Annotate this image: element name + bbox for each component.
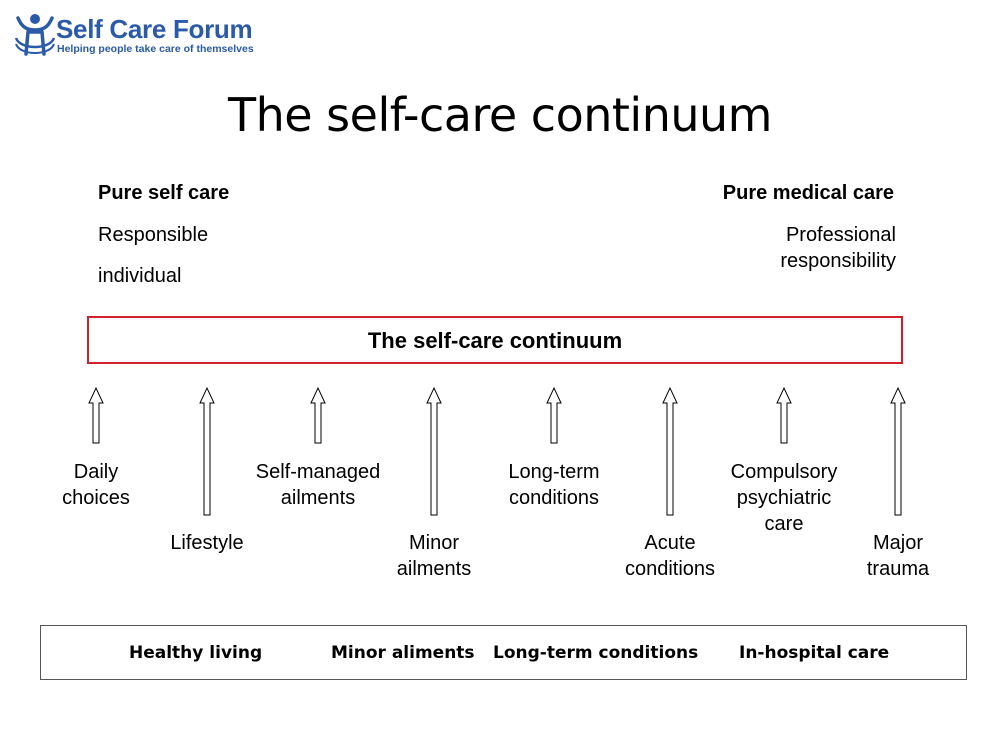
band-in-hospital-care: In-hospital care xyxy=(739,643,890,663)
category-major-trauma: Major trauma xyxy=(866,532,930,580)
category-acute-conditions: Acute conditions xyxy=(624,532,716,580)
band-minor-aliments: Minor aliments xyxy=(331,643,475,663)
care-bands-box: Healthy living Minor aliments Long-term … xyxy=(40,625,967,680)
arrow-minor-ailments xyxy=(426,386,442,516)
pure-medical-care-heading: Pure medical care xyxy=(722,182,894,204)
responsible-text: Responsible xyxy=(98,224,209,246)
professional-responsibility-text: Professional responsibility xyxy=(780,224,896,272)
arrow-daily-choices xyxy=(88,386,104,444)
person-arms-up-icon xyxy=(14,14,56,56)
individual-text: individual xyxy=(98,265,182,287)
band-long-term-conditions: Long-term conditions xyxy=(493,643,699,663)
slide-title: The self-care continuum xyxy=(228,88,772,142)
arrow-self-managed-ailments xyxy=(310,386,326,444)
category-compulsory-psychiatric-care: Compulsory psychiatric care xyxy=(730,461,838,535)
arrow-long-term-conditions xyxy=(546,386,562,444)
category-lifestyle: Lifestyle xyxy=(170,532,244,554)
arrow-compulsory-psychiatric-care xyxy=(776,386,792,444)
logo-tagline: Helping people take care of themselves xyxy=(57,43,254,55)
category-long-term-conditions: Long-term conditions xyxy=(508,461,600,509)
continuum-label: The self-care continuum xyxy=(367,328,623,353)
category-self-managed-ailments: Self-managed ailments xyxy=(255,461,381,509)
self-care-forum-logo: Self Care Forum Helping people take care… xyxy=(14,12,284,58)
arrow-lifestyle xyxy=(199,386,215,516)
category-daily-choices: Daily choices xyxy=(62,461,130,509)
pure-self-care-heading: Pure self care xyxy=(98,182,230,204)
arrow-major-trauma xyxy=(890,386,906,516)
band-healthy-living: Healthy living xyxy=(129,643,263,663)
continuum-bar: The self-care continuum xyxy=(87,316,903,364)
logo-title: Self Care Forum xyxy=(56,14,253,44)
arrow-acute-conditions xyxy=(662,386,678,516)
category-minor-ailments: Minor ailments xyxy=(396,532,472,580)
